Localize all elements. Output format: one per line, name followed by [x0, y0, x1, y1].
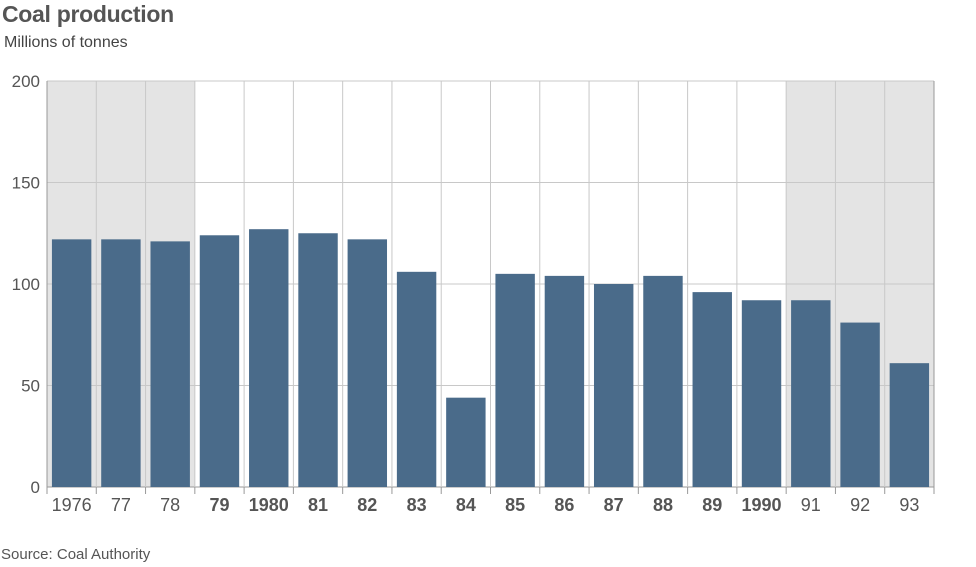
bar-81 — [298, 233, 338, 487]
y-tick-label: 100 — [12, 275, 40, 294]
bar-91 — [791, 300, 831, 487]
source-note: Source: Coal Authority — [1, 546, 151, 563]
y-tick-label: 200 — [12, 72, 40, 91]
bar-79 — [199, 235, 240, 487]
y-tick-label: 150 — [12, 174, 40, 193]
y-tick-label: 0 — [31, 478, 40, 497]
bar-1980 — [249, 229, 289, 487]
bar-77 — [101, 239, 141, 487]
x-tick-label: 93 — [899, 495, 919, 515]
chart-subtitle: Millions of tonnes — [4, 34, 128, 51]
x-tick-label: 78 — [160, 495, 180, 515]
axis-layer — [46, 487, 935, 494]
x-tick-label: 84 — [456, 495, 476, 515]
bar-92 — [840, 322, 880, 487]
bar-85 — [495, 273, 535, 487]
x-tick-label: 77 — [111, 495, 131, 515]
x-tick-label: 91 — [801, 495, 821, 515]
y-tick-label: 50 — [21, 377, 40, 396]
chart-title: Coal production — [2, 1, 174, 27]
x-tick-label: 86 — [554, 495, 574, 515]
x-tick-label: 81 — [308, 495, 328, 515]
label-layer: 0 50 100 150 200 1976 77 78 79 1980 81 82 83 84 85 86 87… — [12, 72, 920, 515]
x-tick-label: 1990 — [742, 495, 782, 515]
x-tick-label: 92 — [850, 495, 870, 515]
x-tick-label: 89 — [702, 495, 722, 515]
x-tick-label: 82 — [357, 495, 377, 515]
bar-82 — [347, 239, 388, 487]
x-tick-label: 85 — [505, 495, 525, 515]
x-tick-label: 1976 — [52, 495, 92, 515]
bar-84 — [446, 397, 486, 487]
bar-1976 — [51, 239, 92, 487]
bar-89 — [692, 292, 732, 487]
bar-93 — [889, 363, 930, 487]
x-tick-label: 1980 — [249, 495, 289, 515]
x-tick-label: 87 — [604, 495, 624, 515]
x-tick-label: 88 — [653, 495, 673, 515]
bar-88 — [643, 275, 683, 487]
bar-86 — [544, 275, 585, 487]
x-tick-label: 83 — [407, 495, 427, 515]
bar-chart: 0 50 100 150 200 1976 77 78 79 1980 81 82 83 84 85 86 87… — [12, 72, 935, 515]
bar-1990 — [741, 300, 782, 487]
bar-layer — [51, 229, 930, 487]
bar-78 — [150, 241, 190, 487]
bar-87 — [593, 284, 634, 487]
bar-83 — [396, 271, 437, 487]
x-tick-label: 79 — [209, 495, 229, 515]
